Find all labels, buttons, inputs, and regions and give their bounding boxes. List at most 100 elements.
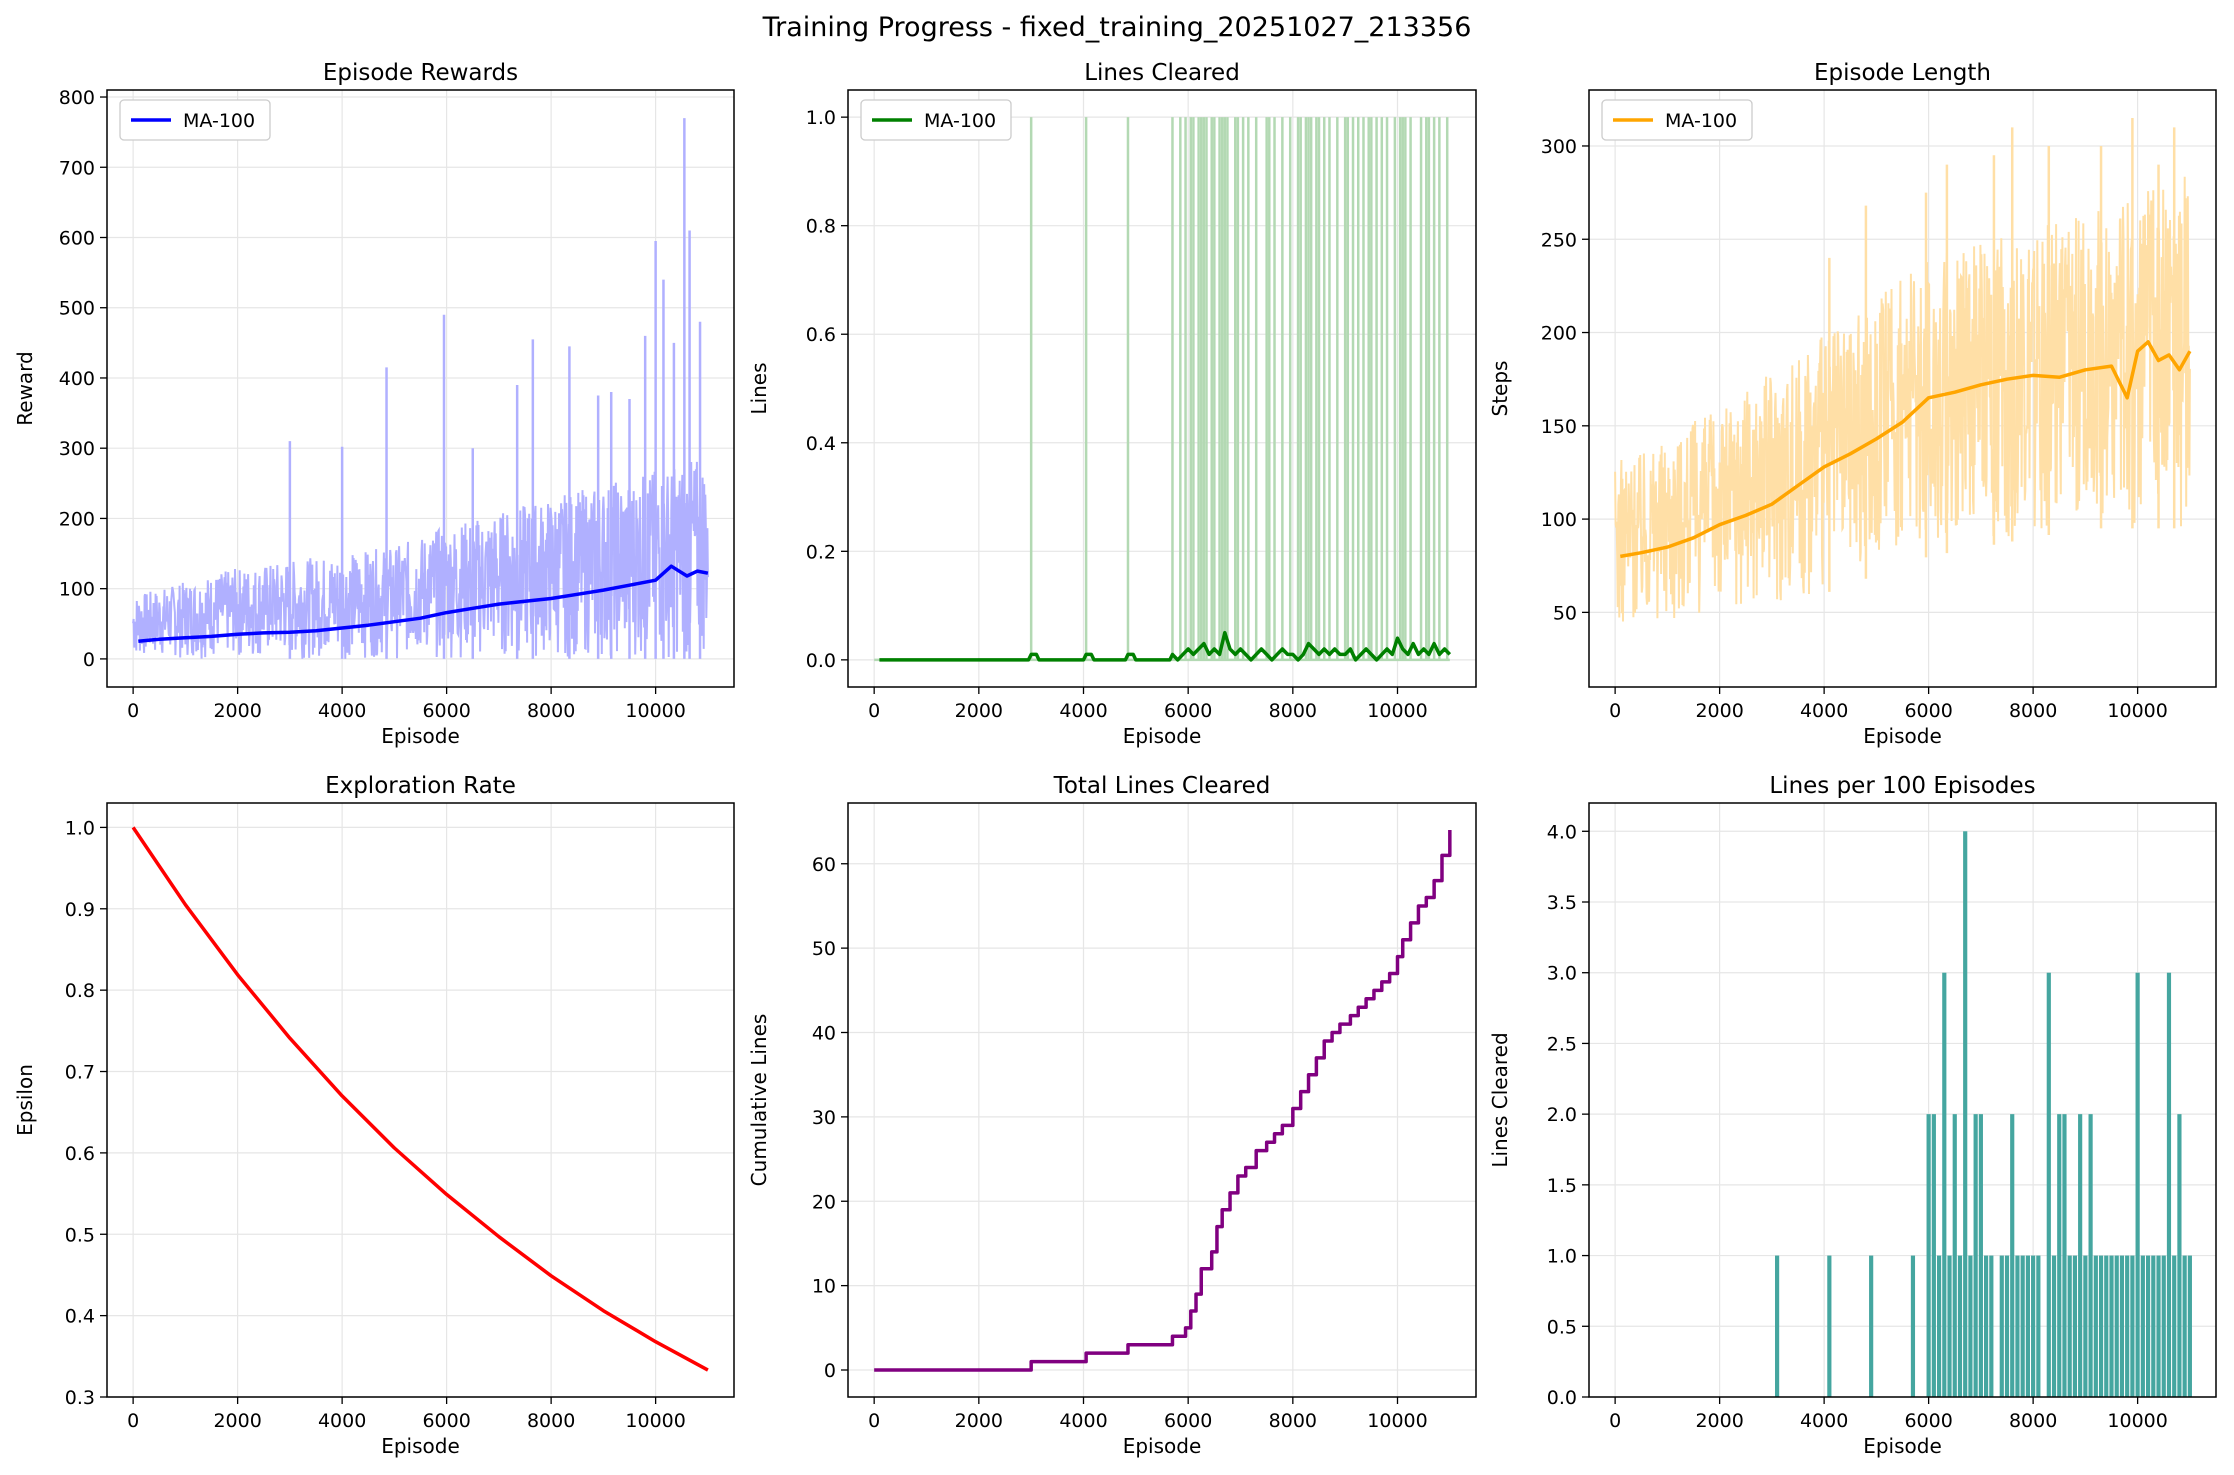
axes-frame — [847, 802, 1477, 1398]
series-line-MA-100 — [138, 564, 709, 644]
bar — [1989, 1255, 1994, 1397]
legend: MA-100 — [119, 99, 271, 141]
subplot-title: Total Lines Cleared — [1053, 773, 1271, 799]
y-tick-label: 50 — [812, 938, 836, 960]
bar — [2156, 1255, 2161, 1397]
plot-area — [874, 117, 1452, 662]
x-tick-label: 0 — [868, 1410, 880, 1432]
bar — [2025, 1255, 2030, 1397]
bar — [2020, 1255, 2025, 1397]
bar — [2010, 1114, 2015, 1397]
y-tick-label: 2.5 — [1547, 1033, 1577, 1055]
x-tick-label: 0 — [127, 1410, 139, 1432]
bar — [1957, 1255, 1963, 1397]
y-tick-label: 0.8 — [806, 216, 836, 238]
y-tick-label: 500 — [59, 298, 95, 320]
y-tick-label: 2.0 — [1547, 1104, 1577, 1126]
x-axis-label: Episode — [1863, 724, 1942, 748]
legend: MA-100 — [1601, 99, 1753, 141]
y-tick-label: 0.3 — [65, 1387, 95, 1409]
x-tick-label: 4000 — [1059, 700, 1107, 722]
x-tick-label: 6000 — [1904, 1410, 1952, 1432]
y-tick-label: 100 — [59, 579, 95, 601]
x-tick-label: 4000 — [1800, 1410, 1848, 1432]
x-axis-label: Episode — [1123, 724, 1202, 748]
subplot-epsilon: 0 2000 4000 6000 8000 10000 0.3 0.4 0.5 0.6 0.7 0.8… — [13, 773, 735, 1458]
bar — [2104, 1255, 2109, 1397]
bar — [2078, 1114, 2083, 1397]
y-tick-label: 250 — [1541, 229, 1577, 251]
bar — [1978, 1114, 1983, 1397]
y-axis-label: Cumulative Lines — [747, 1014, 771, 1187]
x-tick-label: 6000 — [1164, 1410, 1212, 1432]
y-tick-label: 1.0 — [806, 107, 836, 129]
y-tick-label: 50 — [1553, 602, 1577, 624]
y-tick-label: 0.4 — [65, 1306, 95, 1328]
legend: MA-100 — [860, 99, 1012, 141]
x-tick-label: 2000 — [1695, 700, 1743, 722]
x-tick-label: 0 — [868, 700, 880, 722]
x-tick-label: 2000 — [213, 1410, 261, 1432]
y-tick-label: 0.7 — [65, 1062, 95, 1084]
x-tick-label: 8000 — [2009, 1410, 2057, 1432]
raw-series-line — [132, 461, 709, 659]
axes-frame — [847, 89, 1477, 688]
plot-area — [132, 118, 709, 659]
bar — [1869, 1255, 1874, 1397]
bar — [1947, 1255, 1952, 1397]
bar — [2140, 1255, 2145, 1397]
y-tick-label: 0.4 — [806, 433, 836, 455]
subplot-title: Episode Rewards — [323, 60, 518, 86]
y-tick-label: 200 — [59, 508, 95, 530]
bar — [2004, 1255, 2010, 1397]
bar — [2114, 1255, 2119, 1397]
x-tick-label: 2000 — [1695, 1410, 1743, 1432]
y-tick-label: 0.6 — [806, 324, 836, 346]
x-tick-label: 4000 — [318, 700, 366, 722]
bar — [2177, 1114, 2182, 1397]
bar — [1973, 1114, 1978, 1397]
y-tick-label: 600 — [59, 227, 95, 249]
bar — [2135, 972, 2140, 1397]
bar — [2187, 1255, 2192, 1397]
y-tick-label: 400 — [59, 368, 95, 390]
legend-box — [119, 99, 271, 141]
x-axis-label: Episode — [381, 724, 460, 748]
bar — [1942, 972, 1947, 1397]
bar — [1910, 1255, 1916, 1397]
y-tick-label: 1.0 — [1547, 1246, 1577, 1268]
bar — [2088, 1114, 2093, 1397]
y-tick-label: 0.5 — [1547, 1316, 1577, 1338]
bar — [2015, 1255, 2020, 1397]
bar — [1936, 1255, 1942, 1397]
y-axis-label: Lines Cleared — [1488, 1032, 1512, 1167]
legend-box — [1601, 99, 1753, 141]
legend-box — [860, 99, 1012, 141]
bar — [2161, 1255, 2166, 1397]
legend-label: MA-100 — [1665, 110, 1737, 132]
series-line-cumulative — [874, 830, 1452, 1372]
y-axis-label: Epsilon — [13, 1064, 37, 1136]
bar — [2166, 972, 2172, 1397]
y-tick-label: 150 — [1541, 416, 1577, 438]
y-tick-label: 20 — [812, 1191, 836, 1213]
subplot-cumulative: 0 2000 4000 6000 8000 10000 0 10 20 30 40 50 60 Total… — [747, 773, 1477, 1458]
bar — [1984, 1255, 1989, 1397]
bar — [2072, 1255, 2078, 1397]
x-axis-label: Episode — [381, 1434, 460, 1458]
y-tick-label: 100 — [1541, 509, 1577, 531]
x-tick-label: 2000 — [213, 700, 261, 722]
y-tick-label: 0.5 — [65, 1224, 95, 1246]
x-tick-label: 10000 — [1367, 1410, 1427, 1432]
y-tick-label: 700 — [59, 157, 95, 179]
subplot-title: Lines per 100 Episodes — [1769, 773, 2035, 799]
x-tick-label: 8000 — [527, 700, 575, 722]
bar — [2067, 1255, 2072, 1397]
bar — [2062, 1114, 2067, 1397]
x-tick-label: 6000 — [1904, 700, 1952, 722]
bar — [1926, 1114, 1931, 1397]
x-tick-label: 0 — [1609, 700, 1621, 722]
axes-frame — [106, 89, 735, 688]
y-tick-label: 0.8 — [65, 980, 95, 1002]
